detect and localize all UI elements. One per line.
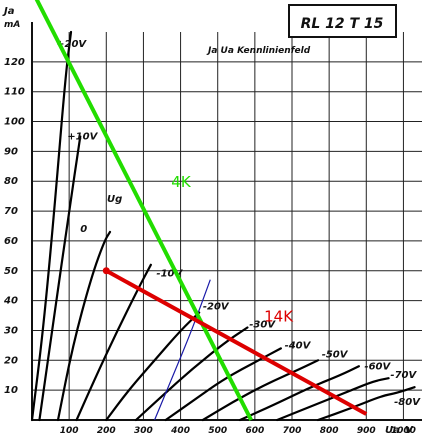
x-tick-label: 300 bbox=[134, 426, 153, 436]
ug-curve-label: -20V bbox=[203, 302, 230, 313]
y-tick-label: 110 bbox=[4, 87, 25, 98]
grid-voltage-label: Ug bbox=[107, 194, 122, 205]
ug-curve bbox=[164, 347, 282, 422]
axes: 100 200 300 400 500 600 700 800 900 1000102030405… bbox=[3, 22, 422, 436]
ug-curve-label: -10V bbox=[156, 269, 183, 280]
ug-curve-label: +20V bbox=[56, 39, 87, 50]
y-axis-label: Ja bbox=[2, 6, 15, 17]
ug-curve bbox=[201, 359, 320, 422]
ug-curve-label: -70V bbox=[390, 370, 417, 381]
y-tick-label: 80 bbox=[4, 176, 18, 187]
y-tick-label: 60 bbox=[4, 236, 18, 247]
x-axis-unit: V bbox=[405, 425, 414, 436]
y-tick-label: 70 bbox=[4, 206, 18, 217]
y-tick-label: 100 bbox=[4, 117, 25, 128]
ug-curve-label: -50V bbox=[322, 349, 349, 360]
ug-curve-label: 0 bbox=[80, 224, 87, 235]
x-tick-label: 700 bbox=[283, 426, 302, 436]
operating-point bbox=[102, 267, 110, 275]
x-tick-label: 400 bbox=[170, 426, 190, 436]
ug-curve bbox=[30, 30, 73, 422]
ug-curve-label: -30V bbox=[249, 319, 276, 330]
ug-curve bbox=[38, 135, 82, 422]
y-tick-label: 10 bbox=[4, 385, 18, 396]
x-tick-label: 800 bbox=[320, 426, 339, 436]
chart-title: RL 12 T 15 bbox=[301, 16, 384, 32]
load-lines: 4K 14K bbox=[34, 0, 368, 421]
y-tick-label: 120 bbox=[4, 57, 25, 68]
y-tick-label: 40 bbox=[3, 296, 18, 307]
title-box bbox=[288, 4, 397, 38]
x-tick-label: 100 bbox=[60, 426, 79, 436]
ug-curve bbox=[316, 386, 416, 422]
x-axis-label: Ua bbox=[385, 425, 400, 436]
grid bbox=[32, 32, 422, 420]
y-tick-label: 50 bbox=[4, 266, 18, 277]
load-line bbox=[105, 269, 368, 416]
characteristic-curves: +20V +10V 0 -10V -20V -30V -40V -50V -60V-70V -80… bbox=[30, 30, 421, 422]
y-axis-unit: mA bbox=[4, 20, 20, 30]
ug-curve-label: -60V bbox=[364, 361, 391, 372]
x-tick-label: 600 bbox=[245, 426, 264, 436]
dissipation-curve bbox=[154, 279, 211, 421]
ug-curve bbox=[105, 311, 201, 422]
ug-curve bbox=[75, 263, 152, 422]
ug-curve-label: -80V bbox=[394, 397, 421, 408]
load-line bbox=[34, 0, 253, 421]
x-tick-label: 500 bbox=[208, 426, 227, 436]
y-tick-label: 20 bbox=[4, 355, 18, 366]
y-tick-label: 30 bbox=[4, 325, 18, 336]
chart-subtitle: Ja Ua Kennlinienfeld bbox=[206, 46, 311, 56]
x-tick-label: 1000 bbox=[391, 426, 416, 436]
y-tick-label: 90 bbox=[4, 146, 18, 157]
ug-curve bbox=[134, 326, 249, 422]
x-tick-label: 900 bbox=[357, 426, 376, 436]
ug-curve bbox=[56, 230, 112, 422]
load-line-label: 14K bbox=[264, 308, 294, 326]
ug-curve-label: +10V bbox=[67, 131, 98, 142]
x-tick-label: 200 bbox=[97, 426, 116, 436]
load-line-label: 4K bbox=[171, 173, 192, 191]
ug-curve-label: -40V bbox=[285, 340, 312, 351]
